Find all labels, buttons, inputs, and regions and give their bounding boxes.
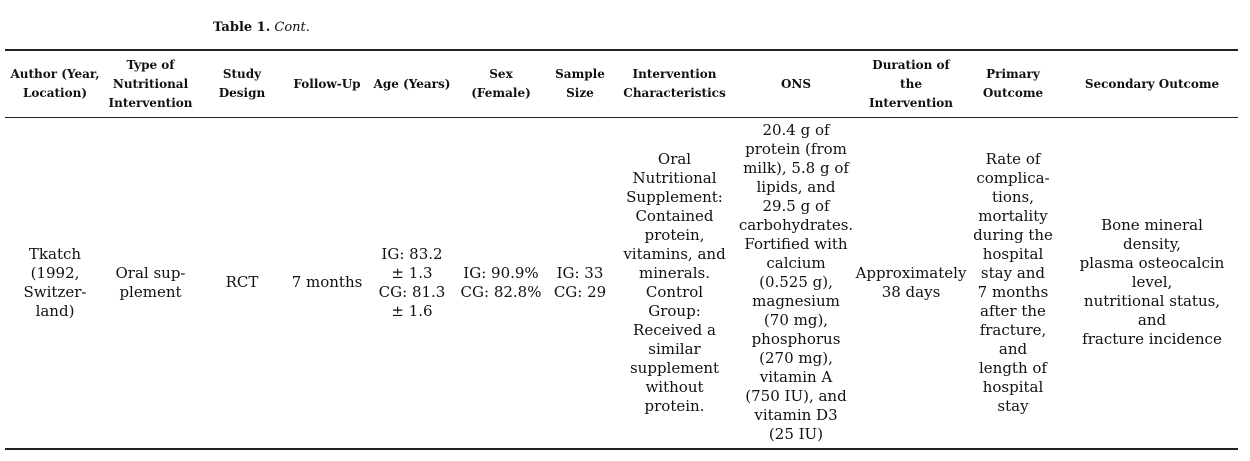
cell-duration: Approximately 38 days <box>855 263 967 301</box>
cell-author: Tkatch (1992, Switzer-land) <box>23 244 87 320</box>
header-ons: ONS <box>780 76 812 91</box>
header-duration: Duration of the Intervention <box>869 57 953 110</box>
table-caption: Table 1. Cont. <box>213 20 310 35</box>
cell-sex: IG: 90.9% CG: 82.8% <box>460 263 542 301</box>
cell-follow-up: 7 months <box>291 273 363 291</box>
cell-type: Oral sup-plement <box>115 263 186 301</box>
header-age: Age (Years) <box>373 76 451 91</box>
header-secondary-outcome: Secondary Outcome <box>1084 76 1220 91</box>
table-bottom-rule <box>5 448 1238 450</box>
cell-intervention: Oral Nutritional Supplement: Contained prote… <box>623 149 726 415</box>
table-top-rule <box>5 49 1238 51</box>
header-follow-up: Follow-Up <box>293 76 361 91</box>
header-author: Author (Year, Location) <box>10 67 100 100</box>
header-primary-outcome: Primary Outcome <box>982 67 1044 100</box>
cell-design: RCT <box>225 273 259 291</box>
header-type: Type of Nutritional Intervention <box>108 57 193 110</box>
header-sample-size: Sample Size <box>555 67 605 100</box>
caption-label: Table 1. <box>213 20 271 35</box>
cell-age: IG: 83.2 ± 1.3 CG: 81.3 ± 1.6 <box>378 244 446 320</box>
cell-primary-outcome: Rate of complica-tions, mortality during th… <box>973 149 1053 415</box>
header-sex: Sex (Female) <box>471 67 531 100</box>
cell-secondary-outcome: Bone mineral density, plasma osteocalcin l… <box>1079 216 1225 348</box>
table-header-rule <box>5 117 1238 118</box>
header-design: Study Design <box>218 67 266 100</box>
header-intervention: Intervention Characteristics <box>623 67 726 100</box>
cell-sample-size: IG: 33 CG: 29 <box>553 263 607 301</box>
cell-ons: 20.4 g of protein (from milk), 5.8 g of lip… <box>738 121 854 443</box>
caption-cont: Cont. <box>274 20 310 35</box>
